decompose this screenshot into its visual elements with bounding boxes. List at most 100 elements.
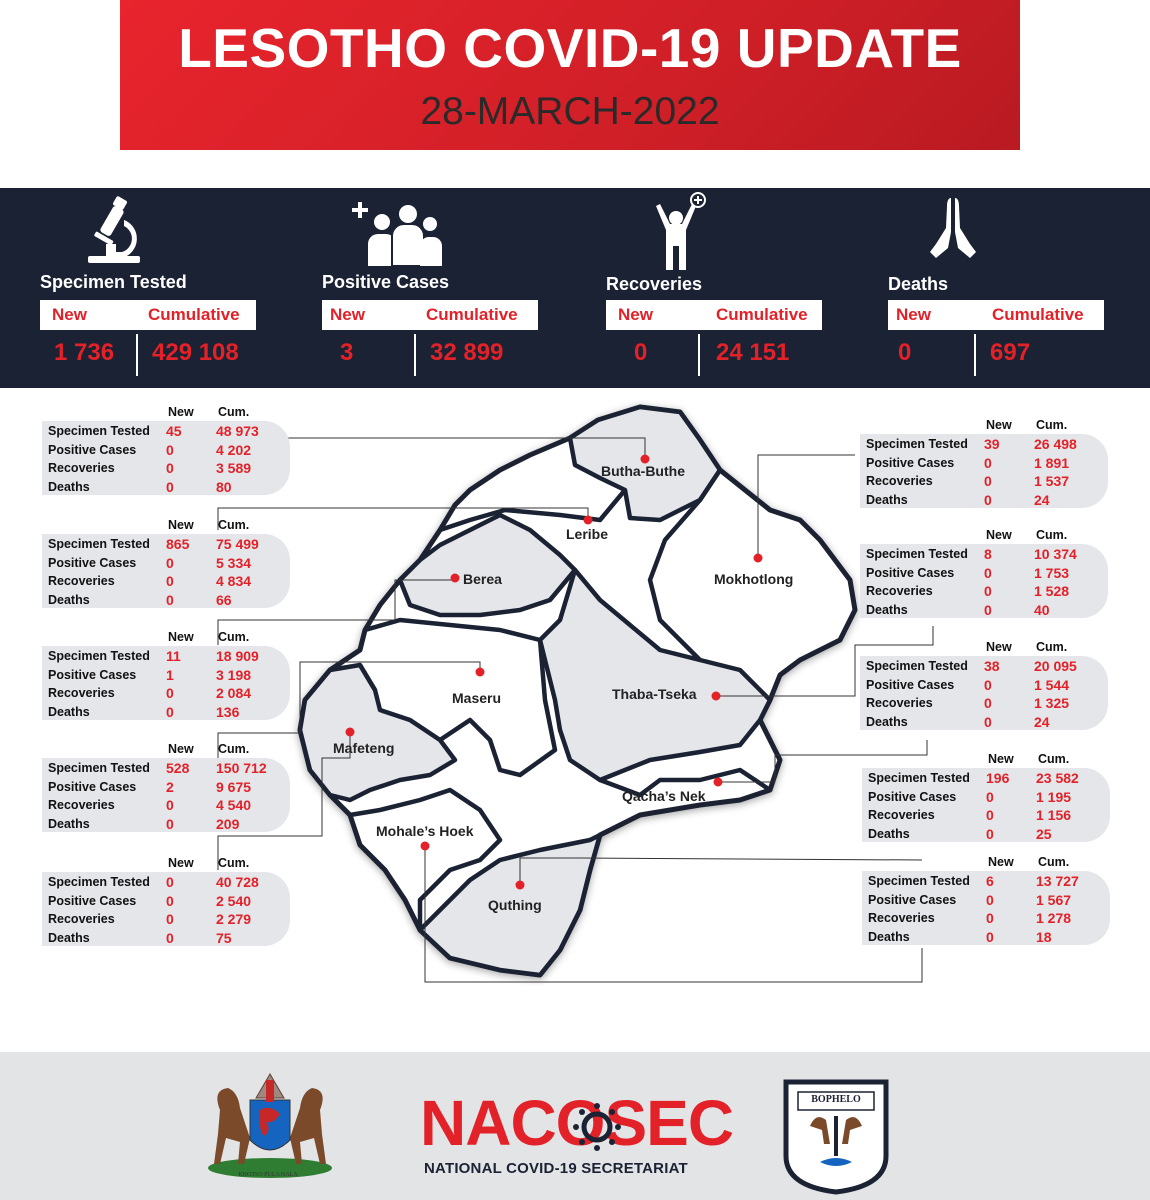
cum-value: 10 374 — [1034, 546, 1077, 562]
bophelo-emblem-text: BOPHELO — [811, 1094, 861, 1105]
stat-new-value: 0 — [898, 339, 912, 366]
stat-deaths: Deaths New Cumulative 0 697 — [888, 188, 1128, 388]
row-label: Specimen Tested — [48, 537, 150, 551]
stat-header-bar: New Cumulative — [888, 300, 1104, 330]
cheering-person-icon — [656, 192, 706, 270]
cum-value: 2 540 — [216, 892, 252, 909]
table-background — [42, 534, 290, 608]
cum-value: 18 — [1036, 928, 1052, 945]
cum-value: 3 198 — [216, 666, 252, 683]
table-background — [42, 421, 290, 495]
col-header-cum: Cum. — [218, 405, 250, 419]
col-header-cum: Cum. — [1036, 640, 1068, 654]
header-new: New — [618, 305, 653, 324]
new-value: 11 — [166, 648, 181, 664]
district-table-leribe: New Cum. Specimen Tested 865 75 499 Positive … — [42, 518, 292, 608]
cum-value: 18 909 — [216, 648, 259, 664]
new-value: 38 — [984, 658, 1000, 674]
table-background — [42, 758, 290, 832]
new-value: 0 — [984, 491, 992, 508]
row-label: Specimen Tested — [866, 547, 968, 561]
table-background — [42, 872, 290, 946]
stat-new-value: 0 — [634, 339, 648, 366]
district-table-maseru: New Cum. Specimen Tested 528 150 712 Positive… — [42, 742, 292, 832]
praying-hands-icon — [930, 198, 976, 258]
cum-value: 1 537 — [1034, 473, 1070, 489]
new-value: 0 — [166, 478, 174, 495]
new-value: 0 — [166, 911, 174, 927]
stat-header-bar: New Cumulative — [40, 300, 256, 330]
col-header-cum: Cum. — [1036, 528, 1068, 542]
row-label: Specimen Tested — [48, 875, 150, 889]
map-label-butha-buthe: Butha-Buthe — [601, 463, 685, 479]
cum-value: 26 498 — [1034, 436, 1077, 452]
cum-value: 1 278 — [1036, 910, 1072, 926]
col-header-new: New — [168, 630, 194, 644]
update-date: 28-MARCH-2022 — [420, 90, 720, 133]
row-label: Deaths — [866, 602, 908, 617]
cum-value: 24 — [1034, 713, 1050, 730]
row-label: Specimen Tested — [868, 874, 970, 888]
col-header-cum: Cum. — [1038, 855, 1070, 869]
divider — [136, 334, 138, 376]
new-value: 0 — [166, 591, 174, 608]
col-header-new: New — [986, 640, 1012, 654]
cum-value: 75 — [216, 929, 232, 946]
row-label: Positive Cases — [866, 565, 955, 580]
stat-title: Positive Cases — [322, 272, 450, 292]
marker-quthing — [515, 880, 525, 890]
cum-value: 3 589 — [216, 460, 252, 476]
marker-leribe — [583, 515, 593, 525]
cum-value: 24 — [1034, 491, 1050, 508]
cum-value: 1 156 — [1036, 807, 1072, 823]
stat-cumulative-value: 32 899 — [430, 339, 504, 366]
cum-value: 4 202 — [216, 441, 252, 458]
row-label: Recoveries — [866, 584, 933, 598]
col-header-new: New — [986, 528, 1012, 542]
national-summary: Specimen Tested New Cumulative 1 736 429… — [0, 188, 1150, 388]
col-header-cum: Cum. — [218, 630, 250, 644]
row-label: Deaths — [48, 816, 90, 831]
divider — [974, 334, 976, 376]
stat-recoveries: Recoveries New Cumulative 0 24 151 — [606, 188, 846, 388]
row-label: Recoveries — [48, 461, 115, 475]
new-value: 0 — [984, 564, 992, 581]
row-label: Positive Cases — [868, 789, 957, 804]
row-label: Specimen Tested — [48, 649, 150, 663]
cum-value: 1 528 — [1034, 583, 1070, 599]
header-cumulative: Cumulative — [148, 305, 240, 324]
district-table-thaba-tseka: New Cum. Specimen Tested 8 10 374 Positive Ca… — [860, 528, 1110, 618]
new-value: 0 — [166, 929, 174, 946]
cum-value: 1 544 — [1034, 676, 1070, 693]
cum-value: 75 499 — [216, 536, 259, 552]
col-header-cum: Cum. — [218, 518, 250, 532]
cum-value: 80 — [216, 478, 232, 495]
row-label: Positive Cases — [866, 677, 955, 692]
stat-header-bar: New Cumulative — [606, 300, 822, 330]
marker-butha-buthe — [640, 454, 650, 464]
row-label: Deaths — [866, 492, 908, 507]
stat-header-bar: New Cumulative — [322, 300, 538, 330]
district-table-qacha-s-nek: New Cum. Specimen Tested 38 20 095 Positive C… — [860, 640, 1110, 730]
row-label: Specimen Tested — [866, 659, 968, 673]
cum-value: 1 753 — [1034, 564, 1070, 581]
coat-of-arms-icon — [208, 1073, 332, 1178]
district-table-mokhotlong: New Cum. Specimen Tested 39 26 498 Positive C… — [860, 418, 1110, 508]
row-label: Deaths — [48, 479, 90, 494]
title-banner: LESOTHO COVID-19 UPDATE 28-MARCH-2022 — [120, 0, 1020, 150]
microscope-icon — [88, 196, 140, 263]
cum-value: 23 582 — [1036, 770, 1079, 786]
header-new: New — [330, 305, 365, 324]
page-title: LESOTHO COVID-19 UPDATE — [178, 17, 962, 79]
new-value: 1 — [166, 666, 174, 683]
row-label: Specimen Tested — [866, 437, 968, 451]
row-label: Recoveries — [48, 912, 115, 926]
cum-value: 209 — [216, 815, 240, 832]
cum-value: 9 675 — [216, 778, 252, 795]
new-value: 45 — [166, 423, 182, 439]
stat-title: Recoveries — [606, 274, 703, 294]
row-label: Specimen Tested — [48, 761, 150, 775]
header-cumulative: Cumulative — [992, 305, 1084, 324]
map-label-berea: Berea — [463, 571, 502, 587]
new-value: 0 — [984, 583, 992, 599]
